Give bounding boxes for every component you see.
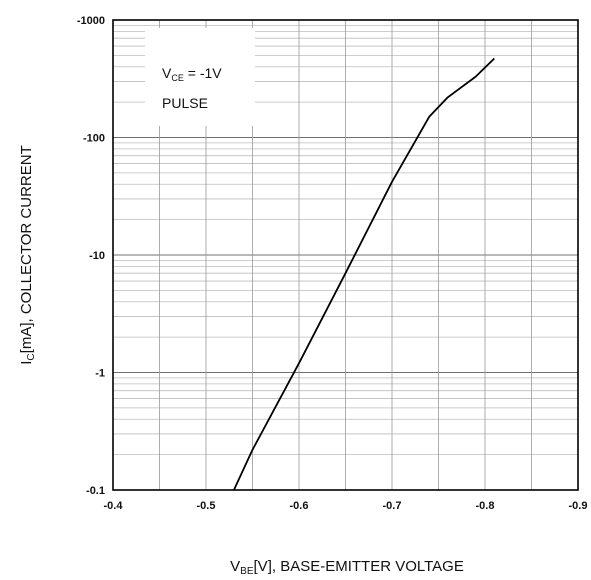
- x-tick-label: -0.4: [104, 500, 124, 512]
- annotation-line-2: PULSE: [162, 95, 208, 111]
- y-axis-title: IC[mA], COLLECTOR CURRENT: [18, 145, 37, 365]
- x-tick-label: -0.7: [383, 500, 402, 512]
- x-tick-label: -0.9: [569, 500, 588, 512]
- x-tick-label: -0.8: [476, 500, 495, 512]
- series-layer: [233, 57, 495, 491]
- plot-frame: [112, 19, 579, 491]
- x-tick-label: -0.6: [290, 500, 309, 512]
- y-tick-label: -0.1: [86, 485, 105, 497]
- annotation-box: VCE = -1V PULSE: [145, 28, 255, 126]
- y-tick-label: -10: [89, 250, 105, 262]
- x-tick-label: -0.5: [197, 500, 216, 512]
- y-tick-label: -1: [95, 368, 105, 380]
- y-tick-label: -100: [83, 133, 105, 145]
- x-axis-title: VBE[V], BASE-EMITTER VOLTAGE: [230, 558, 464, 577]
- series-line: [233, 57, 495, 491]
- grid: [113, 20, 578, 491]
- annotation-background: [145, 28, 255, 126]
- tick-labels: -0.4 -0.5 -0.6 -0.7 -0.8 -0.9 -0.1 -1 -10 -100 -10…: [77, 15, 588, 512]
- annotation-line-1: VCE = -1V: [162, 65, 222, 83]
- y-tick-label: -1000: [77, 15, 105, 27]
